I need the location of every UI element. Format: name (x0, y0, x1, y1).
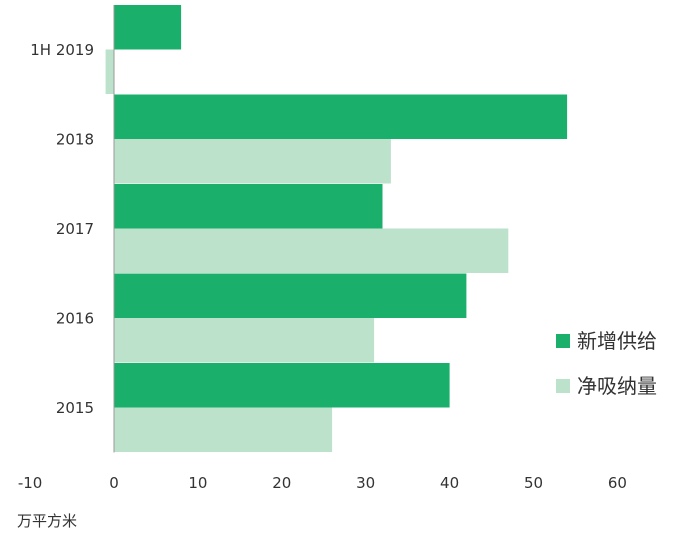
category-label: 2016 (56, 309, 94, 327)
bar-absorption-2018 (114, 139, 391, 184)
x-tick-label: 0 (109, 474, 119, 492)
x-tick-label: 30 (356, 474, 375, 492)
x-tick-label: 60 (608, 474, 627, 492)
x-tick-label: 40 (440, 474, 459, 492)
x-tick-label: 10 (188, 474, 207, 492)
legend-label: 净吸纳量 (577, 374, 657, 398)
bar-supply-1h-2019 (114, 5, 182, 50)
unit-label: 万平方米 (17, 512, 77, 530)
category-label: 1H 2019 (30, 41, 94, 59)
legend-swatch (556, 334, 570, 348)
bar-absorption-2015 (114, 407, 333, 452)
bar-absorption-2016 (114, 318, 375, 363)
legend-label: 新增供给 (577, 329, 657, 353)
category-labels: 1H 2019 2018 2017 2016 2015 (30, 41, 94, 417)
x-tick-labels: -10 0 10 20 30 40 50 60 (18, 474, 627, 492)
bar-supply-2018 (114, 94, 568, 139)
x-tick-label: 50 (524, 474, 543, 492)
category-label: 2018 (56, 130, 94, 148)
x-tick-label: -10 (18, 474, 43, 492)
legend-swatch (556, 379, 570, 393)
bar-absorption-1h-2019 (105, 49, 114, 94)
bars-group (105, 5, 568, 452)
category-label: 2015 (56, 399, 94, 417)
bar-absorption-2017 (114, 228, 509, 273)
bar-supply-2016 (114, 273, 467, 318)
x-tick-label: 20 (272, 474, 291, 492)
bar-supply-2015 (114, 363, 450, 408)
bar-supply-2017 (114, 184, 383, 229)
category-label: 2017 (56, 220, 94, 238)
